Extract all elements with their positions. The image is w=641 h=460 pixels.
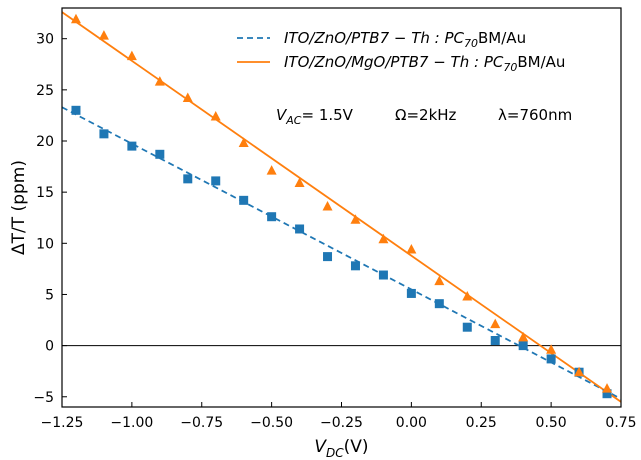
data-point-series-2 (154, 76, 165, 86)
data-point-series-2 (182, 92, 193, 103)
y-tick-label: 0 (45, 339, 54, 355)
data-point-series-2 (126, 50, 137, 61)
data-point-series-2 (406, 243, 417, 254)
legend-label-series-1-main: ITO/ZnO/PTB7 − Th : PC (284, 29, 465, 47)
x-tick-label: 0.00 (396, 415, 427, 431)
data-point-series-1 (434, 299, 444, 309)
legend-label-series-1-sub: 70 (464, 37, 478, 50)
data-point-series-2 (322, 200, 333, 211)
x-tick-label: 0.25 (466, 415, 497, 431)
x-tick-label: −0.25 (320, 415, 363, 431)
data-point-series-1 (155, 149, 165, 159)
legend-label-series-2-sub: 70 (503, 61, 517, 74)
data-point-series-2 (70, 13, 81, 24)
data-point-series-2 (574, 366, 585, 377)
data-point-series-1 (71, 105, 81, 115)
x-axis-label-tail: (V) (344, 437, 369, 457)
data-point-series-2 (602, 383, 613, 393)
data-point-series-2 (518, 331, 529, 342)
legend-label-series-1-tail: BM/Au (478, 29, 526, 47)
x-tick-label: −1.00 (110, 415, 153, 431)
annotation-vac: VAC= 1.5V (276, 106, 354, 127)
data-point-series-2 (462, 291, 473, 301)
annotations: VAC= 1.5V Ω=2kHz λ=760nm (276, 106, 572, 127)
axis-ticks-layer: −1.25 −1.00 −0.75 −0.50 −0.25 0.00 0.25 0.50 0.7… (33, 32, 636, 431)
y-tick-label: 15 (36, 185, 54, 201)
x-axis-label: VDC(V) (314, 437, 368, 460)
y-tick-label: 5 (45, 287, 54, 303)
data-point-series-1 (406, 288, 416, 298)
legend-label-series-1: ITO/ZnO/PTB7 − Th : PC70BM/Au (284, 29, 526, 50)
y-tick-label: 30 (36, 32, 54, 48)
fit-line-series-2 (61, 11, 622, 403)
data-point-series-2 (378, 233, 389, 244)
data-point-series-2 (98, 30, 109, 40)
x-axis-label-main: V (314, 437, 327, 457)
data-point-series-1 (239, 195, 249, 205)
data-point-series-1 (602, 389, 612, 399)
x-tick-label: −0.75 (180, 415, 223, 431)
data-point-series-2 (210, 110, 221, 121)
data-point-series-1 (99, 129, 109, 139)
fit-lines-layer (61, 11, 622, 403)
x-tick-label: −0.50 (250, 415, 293, 431)
data-point-series-1 (462, 322, 472, 332)
data-point-series-1 (267, 212, 277, 222)
data-point-series-2 (490, 318, 501, 329)
data-point-series-1 (350, 261, 360, 271)
data-point-series-1 (518, 341, 528, 351)
legend-label-series-2: ITO/ZnO/MgO/PTB7 − Th : PC70BM/Au (284, 53, 565, 74)
y-tick-label: 25 (36, 83, 54, 99)
x-tick-label: −1.25 (41, 415, 84, 431)
fit-line-series-1 (61, 106, 622, 400)
data-point-series-1 (490, 336, 500, 345)
annotation-vac-sub: AC (285, 114, 302, 127)
data-point-series-1 (546, 354, 556, 364)
data-point-series-2 (238, 137, 249, 148)
x-tick-label: 0.50 (536, 415, 567, 431)
data-point-series-2 (294, 177, 305, 187)
annotation-omega: Ω=2kHz (395, 106, 457, 124)
data-point-series-1 (323, 252, 333, 262)
data-point-series-1 (295, 224, 305, 234)
x-tick-label: 0.75 (605, 415, 636, 431)
y-tick-label: −5 (33, 390, 54, 406)
y-tick-label: 10 (36, 236, 54, 252)
annotation-lambda: λ=760nm (498, 106, 572, 124)
legend-label-series-2-main: ITO/ZnO/MgO/PTB7 − Th : PC (284, 53, 504, 71)
data-point-series-1 (378, 270, 388, 280)
y-tick-label: 20 (36, 134, 54, 150)
data-point-series-1 (127, 141, 137, 151)
legend: ITO/ZnO/PTB7 − Th : PC70BM/Au ITO/ZnO/Mg… (237, 29, 565, 74)
annotation-vac-main: V (276, 106, 288, 124)
data-point-series-2 (434, 275, 445, 286)
data-point-series-2 (546, 344, 557, 354)
data-point-series-2 (266, 165, 277, 175)
y-axis-label: ΔT/T (ppm) (9, 160, 29, 255)
data-point-series-1 (183, 174, 193, 184)
annotation-vac-tail: = 1.5V (301, 106, 353, 124)
data-point-series-1 (211, 176, 221, 186)
data-points-layer (70, 13, 613, 399)
x-axis-label-sub: DC (326, 446, 344, 460)
data-point-series-2 (350, 214, 361, 224)
legend-label-series-2-tail: BM/Au (517, 53, 565, 71)
